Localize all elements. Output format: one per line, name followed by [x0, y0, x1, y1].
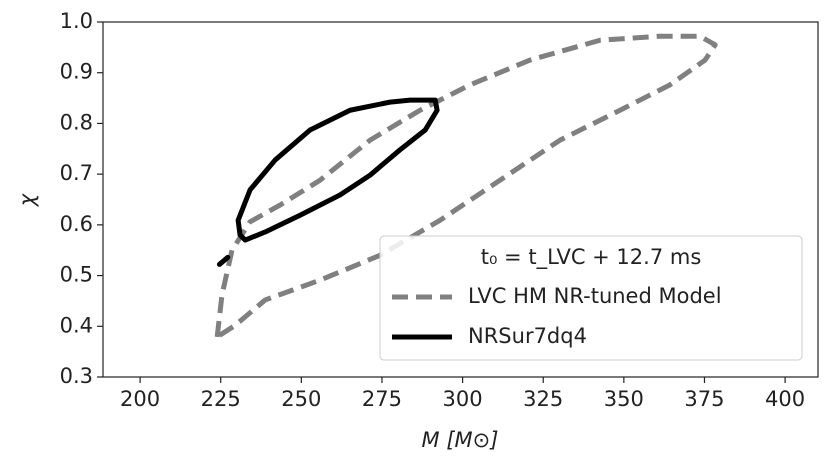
- x-tick-label: 375: [684, 387, 724, 411]
- y-tick-label: 0.5: [60, 263, 93, 287]
- y-tick-label: 1.0: [60, 9, 93, 33]
- y-tick-label: 0.8: [60, 110, 93, 134]
- x-tick-label: 300: [443, 387, 483, 411]
- plot-frame: [102, 21, 819, 378]
- x-tick-label: 400: [765, 387, 805, 411]
- legend-box: [379, 235, 803, 361]
- x-axis-label: M [M⊙]: [422, 428, 499, 452]
- y-tick-label: 0.6: [60, 212, 93, 236]
- x-tick-label: 325: [523, 387, 563, 411]
- x-tick-label: 275: [362, 387, 402, 411]
- x-tick-label: 200: [120, 387, 160, 411]
- y-axis-label: χ: [15, 192, 39, 207]
- legend-label: NRSur7dq4: [468, 324, 587, 348]
- y-tick-label: 0.9: [60, 60, 93, 84]
- contour-line: [216, 97, 440, 267]
- legend-title: t₀ = t_LVC + 12.7 ms: [481, 245, 702, 270]
- y-tick-label: 0.3: [60, 364, 93, 388]
- y-tick-label: 0.4: [60, 313, 93, 337]
- legend-label: LVC HM NR-tuned Model: [468, 284, 722, 308]
- x-tick-label: 225: [201, 387, 241, 411]
- x-tick-label: 350: [604, 387, 644, 411]
- y-tick-label: 0.7: [60, 161, 93, 185]
- x-tick-label: 250: [281, 387, 321, 411]
